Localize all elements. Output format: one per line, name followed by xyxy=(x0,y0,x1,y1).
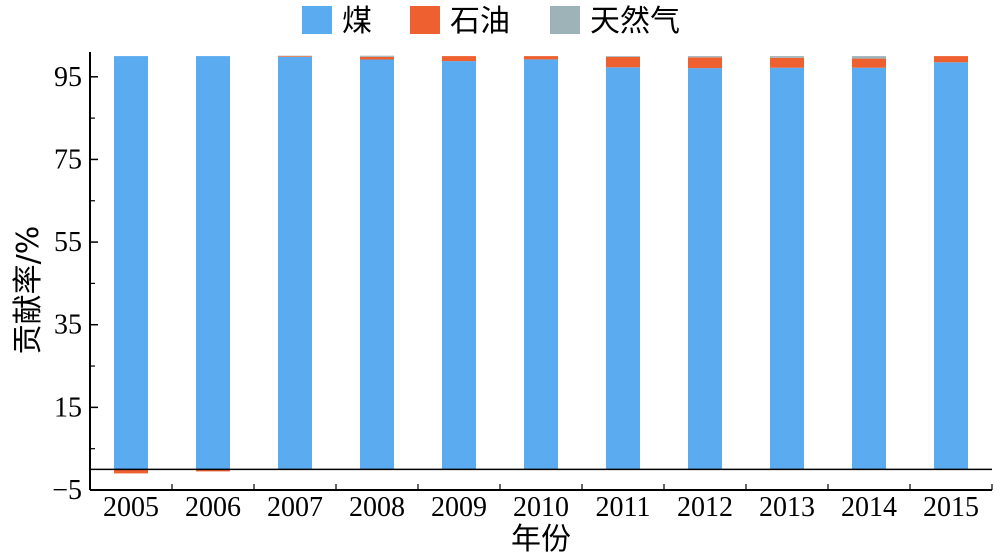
y-tick-label: 75 xyxy=(54,144,82,175)
bar-2012-series-1 xyxy=(688,57,722,69)
x-tick-label: 2008 xyxy=(349,492,405,523)
bar-2014-series-1 xyxy=(852,58,886,68)
x-tick-label: 2006 xyxy=(185,492,241,523)
legend-swatch-0 xyxy=(302,6,332,34)
axes: −5 15 35 55 75 95 2005 2006 2007 2008 2009 2010 2011… xyxy=(52,52,993,523)
bar-2014-series-2 xyxy=(852,56,886,59)
y-tick-label: 15 xyxy=(54,392,82,423)
bar-2015-series-0 xyxy=(934,62,968,470)
x-tick-label: 2011 xyxy=(596,492,651,523)
legend: 煤 石油 天然气 xyxy=(302,4,680,39)
bar-2010-series-0 xyxy=(524,59,558,470)
bar-2005-series-1 xyxy=(114,469,148,474)
bar-2013-series-0 xyxy=(770,67,804,470)
bar-2008-series-2 xyxy=(360,55,394,57)
bar-2013-series-2 xyxy=(770,56,804,58)
bar-2007-series-1 xyxy=(278,56,312,57)
bars xyxy=(114,55,968,474)
x-tick-label: 2005 xyxy=(103,492,159,523)
legend-label-0: 煤 xyxy=(342,4,372,39)
x-tick-label: 2012 xyxy=(677,492,733,523)
bar-2006-series-1 xyxy=(196,469,230,472)
legend-swatch-2 xyxy=(550,6,580,34)
bar-2008-series-0 xyxy=(360,59,394,470)
bar-2007-series-2 xyxy=(278,55,312,57)
x-tick-label: 2009 xyxy=(431,492,487,523)
x-axis-title: 年份 xyxy=(511,522,571,556)
legend-swatch-1 xyxy=(410,6,440,34)
bar-2011-series-2 xyxy=(606,56,640,57)
bar-2012-series-0 xyxy=(688,68,722,470)
bar-2008-series-1 xyxy=(360,57,394,60)
bar-2007-series-0 xyxy=(278,57,312,470)
legend-label-1: 石油 xyxy=(450,4,510,39)
bar-2006-series-0 xyxy=(196,56,230,470)
x-tick-label: 2014 xyxy=(841,492,897,523)
bar-2010-series-1 xyxy=(524,56,558,60)
y-tick-label: 95 xyxy=(54,62,82,93)
bar-2011-series-0 xyxy=(606,67,640,470)
y-tick-label: −5 xyxy=(52,475,82,506)
y-axis-title: 贡献率/% xyxy=(11,226,46,355)
legend-label-2: 天然气 xyxy=(590,4,680,39)
bar-2005-series-0 xyxy=(114,56,148,470)
bar-2009-series-0 xyxy=(442,61,476,470)
bar-2009-series-1 xyxy=(442,56,476,62)
bar-2013-series-1 xyxy=(770,57,804,68)
x-tick-label: 2007 xyxy=(267,492,323,523)
bar-2014-series-0 xyxy=(852,67,886,470)
bar-2012-series-2 xyxy=(688,56,722,58)
x-tick-label: 2013 xyxy=(759,492,815,523)
x-tick-label: 2015 xyxy=(923,492,979,523)
y-tick-label: 35 xyxy=(54,310,82,341)
bar-2015-series-1 xyxy=(934,56,968,63)
y-tick-label: 55 xyxy=(54,227,82,258)
x-tick-label: 2010 xyxy=(513,492,569,523)
bar-2011-series-1 xyxy=(606,57,640,68)
